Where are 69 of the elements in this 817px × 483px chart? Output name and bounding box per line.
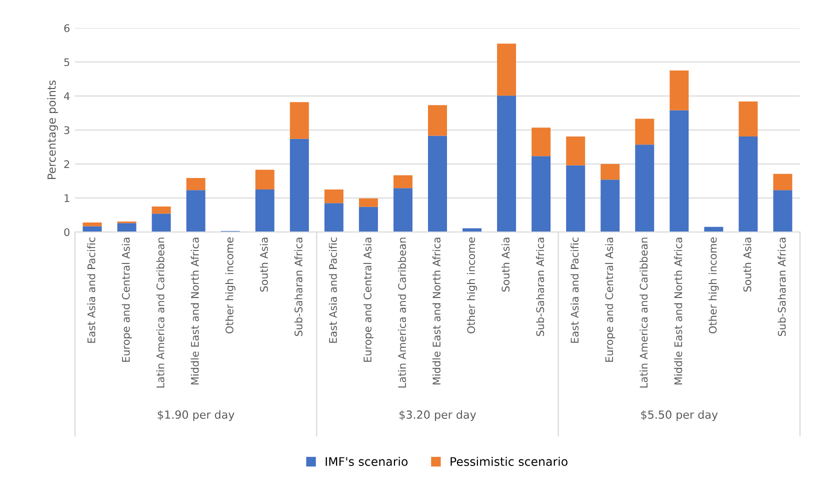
x-tick-label: Middle East and North Africa: [190, 238, 199, 384]
x-tick-label: Europe and Central Asia: [363, 238, 374, 362]
text: $1.90 per day: [158, 410, 234, 421]
bar: [738, 101, 758, 136]
x-tick-label: Sub-Saharan Africa: [778, 238, 786, 336]
bar: [324, 190, 344, 204]
x-tick-label: Latin America and Caribbean: [398, 238, 406, 388]
x-tick-label: South Asia: [502, 238, 510, 292]
bar: [82, 222, 102, 226]
bar: [290, 138, 309, 232]
x-tick-label: Latin America and Caribbean: [640, 238, 648, 388]
y-tick-label: 6: [64, 24, 70, 32]
x-tick-label: East Asia and Pacific: [570, 238, 579, 343]
bar: [428, 105, 447, 136]
x-tick-label: Other high income: [225, 237, 236, 334]
bar: [290, 102, 309, 139]
bar: [635, 118, 654, 145]
bar: [393, 175, 412, 188]
x-tick-label: Sub-Saharan Africa: [536, 238, 544, 336]
x-tick-label: Europe and Central Asia: [605, 238, 616, 362]
bar: [324, 203, 344, 232]
x-tick-label: East Asia and Pacific: [328, 238, 337, 343]
x-tick-label: South Asia: [743, 238, 752, 292]
bar: [255, 190, 274, 232]
legend-label: IMF's scenario: [326, 456, 408, 466]
y-tick-label: 3: [64, 126, 70, 134]
x-tick-label: East Asia and Pacific: [87, 238, 96, 343]
bar: [566, 165, 586, 232]
x-tick-label: Europe and Central Asia: [122, 238, 132, 362]
bar: [566, 136, 586, 166]
x-tick-label: Middle East and North Africa: [674, 238, 682, 384]
bar: [532, 156, 551, 232]
text: $5.50 per day: [641, 410, 718, 421]
bar: [773, 190, 792, 232]
bar: [497, 44, 516, 96]
x-tick-label: Other high income: [466, 237, 478, 334]
bar: [428, 136, 447, 232]
y-tick-label: 2: [64, 160, 70, 168]
x-tick-label: Sub-Saharan Africa: [294, 238, 302, 336]
y-tick-label: 0: [64, 228, 70, 236]
bar: [670, 70, 689, 110]
bar: [532, 128, 551, 156]
y-tick-label: 5: [64, 58, 70, 66]
bar: [497, 96, 516, 232]
bar: [600, 164, 620, 180]
bar: [358, 198, 378, 207]
legend-label: Pessimistic scenario: [450, 456, 568, 466]
bar: [773, 174, 792, 190]
bar: [358, 206, 378, 232]
x-tick-label: Other high income: [708, 237, 719, 334]
y-axis-title: Percentage points: [47, 80, 58, 179]
bar: [186, 190, 206, 232]
x-tick-label: South Asia: [260, 238, 268, 292]
bar: [393, 188, 412, 232]
x-tick-label: Latin America and Caribbean: [156, 238, 164, 388]
bar: [82, 226, 102, 232]
bar: [600, 180, 620, 232]
bar: [152, 214, 171, 232]
y-tick-label: 4: [64, 92, 70, 100]
bar: [255, 170, 274, 190]
y-tick-label: 1: [64, 194, 70, 202]
bar: [186, 178, 206, 190]
text: $3.20 per day: [400, 410, 476, 421]
x-tick-label: Middle East and North Africa: [432, 238, 441, 384]
bar: [152, 206, 171, 214]
bar: [117, 223, 136, 232]
bar: [635, 144, 654, 232]
bar: [738, 136, 758, 232]
bar: [670, 110, 689, 232]
